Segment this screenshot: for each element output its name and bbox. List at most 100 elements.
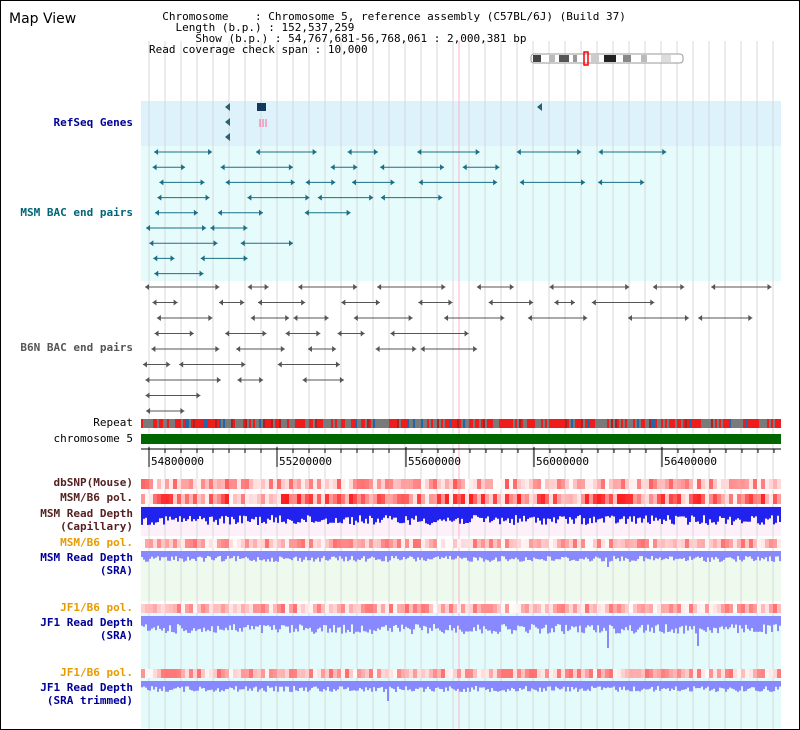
strip-cell xyxy=(609,604,613,613)
bac-end-marker xyxy=(500,315,505,321)
depth-bar xyxy=(643,507,645,519)
strip-cell xyxy=(457,479,461,489)
repeat-segment xyxy=(511,419,513,428)
strip-cell xyxy=(749,494,753,504)
strip-cell xyxy=(637,479,641,489)
b6n-bac-label[interactable]: B6N BAC end pairs xyxy=(20,341,133,354)
strip-cell xyxy=(457,539,461,548)
jf1-sra-label-1[interactable]: JF1 Read Depth xyxy=(40,616,133,629)
repeat-segment xyxy=(681,419,683,428)
repeat-segment xyxy=(355,419,357,428)
depth-bar xyxy=(171,616,173,632)
strip-cell xyxy=(369,604,373,613)
bac-end-marker xyxy=(288,164,293,171)
msm-sra-label-1[interactable]: MSM Read Depth xyxy=(40,551,133,564)
strip-cell xyxy=(685,669,689,678)
depth-bar xyxy=(303,551,305,560)
refseq-genes-label[interactable]: RefSeq Genes xyxy=(53,116,133,129)
depth-bar xyxy=(493,507,495,520)
msm-bac-label[interactable]: MSM BAC end pairs xyxy=(20,206,133,219)
bac-end-marker xyxy=(264,284,269,290)
depth-bar xyxy=(319,616,321,628)
bac-end-marker xyxy=(380,194,385,201)
depth-bar xyxy=(491,551,493,561)
bac-end-marker xyxy=(516,149,521,155)
depth-bar xyxy=(411,681,413,692)
depth-bar xyxy=(699,507,701,524)
bac-end-marker xyxy=(462,164,467,171)
repeat-segment xyxy=(145,419,147,428)
strip-cell xyxy=(565,494,569,504)
strip-cell xyxy=(337,479,341,489)
depth-bar xyxy=(233,681,235,690)
msm-pol2-label[interactable]: MSM/B6 pol. xyxy=(60,536,133,549)
strip-cell xyxy=(669,604,673,613)
depth-bar xyxy=(335,616,337,633)
depth-bar xyxy=(407,507,409,521)
strip-cell xyxy=(673,494,677,504)
jf1-pol1-label[interactable]: JF1/B6 pol. xyxy=(60,601,133,614)
depth-bar xyxy=(757,507,759,524)
depth-bar xyxy=(215,681,217,691)
dbsnp-label[interactable]: dbSNP(Mouse) xyxy=(53,476,133,489)
msm-cap-label-1[interactable]: MSM Read Depth xyxy=(40,507,133,520)
bac-end-marker xyxy=(250,315,255,321)
depth-bar xyxy=(649,616,651,632)
strip-cell xyxy=(421,479,425,489)
depth-bar xyxy=(305,616,307,629)
depth-bar xyxy=(691,616,693,630)
depth-bar xyxy=(207,551,209,557)
depth-bar xyxy=(453,551,455,560)
jf1-trim-label-2[interactable]: (SRA trimmed) xyxy=(46,694,133,707)
strip-cell xyxy=(317,539,321,548)
repeat-segment xyxy=(385,419,387,428)
depth-bar xyxy=(405,551,407,560)
depth-bar xyxy=(151,507,153,523)
depth-bar xyxy=(393,551,395,559)
depth-bar xyxy=(679,551,681,559)
depth-bar xyxy=(621,551,623,557)
msm-cap-label-2[interactable]: (Capillary) xyxy=(60,520,133,533)
strip-cell xyxy=(773,539,777,548)
msm-pol1-label[interactable]: MSM/B6 pol. xyxy=(60,491,133,504)
depth-bar xyxy=(439,507,441,520)
depth-bar xyxy=(329,616,331,629)
depth-bar xyxy=(631,681,633,692)
strip-cell xyxy=(645,669,649,678)
depth-bar xyxy=(733,616,735,628)
strip-cell xyxy=(465,494,469,504)
depth-bar xyxy=(163,551,165,558)
strip-cell xyxy=(717,539,721,548)
depth-bar xyxy=(399,616,401,632)
strip-cell xyxy=(201,539,205,548)
strip-cell xyxy=(165,494,169,504)
repeat-segment xyxy=(155,419,157,428)
jf1-sra-label-2[interactable]: (SRA) xyxy=(99,629,133,642)
depth-bar xyxy=(239,551,241,559)
bac-end-marker xyxy=(218,299,223,306)
depth-bar xyxy=(695,616,697,634)
strip-cell xyxy=(561,539,565,548)
bac-end-marker xyxy=(202,225,207,231)
depth-bar xyxy=(597,551,599,558)
strip-cell xyxy=(721,539,725,548)
strip-cell xyxy=(281,479,285,489)
depth-bar xyxy=(757,616,759,632)
depth-bar xyxy=(301,551,303,562)
strip-cell xyxy=(369,539,373,548)
strip-cell xyxy=(533,539,537,548)
strip-cell xyxy=(145,479,149,489)
msm-sra-label-2[interactable]: (SRA) xyxy=(99,564,133,577)
depth-bar xyxy=(415,681,417,689)
repeat-segment xyxy=(753,419,755,428)
jf1-trim-label-1[interactable]: JF1 Read Depth xyxy=(40,681,133,694)
strip-cell xyxy=(185,539,189,548)
strip-cell xyxy=(157,669,161,678)
strip-cell xyxy=(521,604,525,613)
jf1-pol2-label[interactable]: JF1/B6 pol. xyxy=(60,666,133,679)
strip-cell xyxy=(729,539,733,548)
repeat-segment xyxy=(585,419,587,428)
depth-bar xyxy=(279,551,281,557)
depth-bar xyxy=(459,616,461,630)
